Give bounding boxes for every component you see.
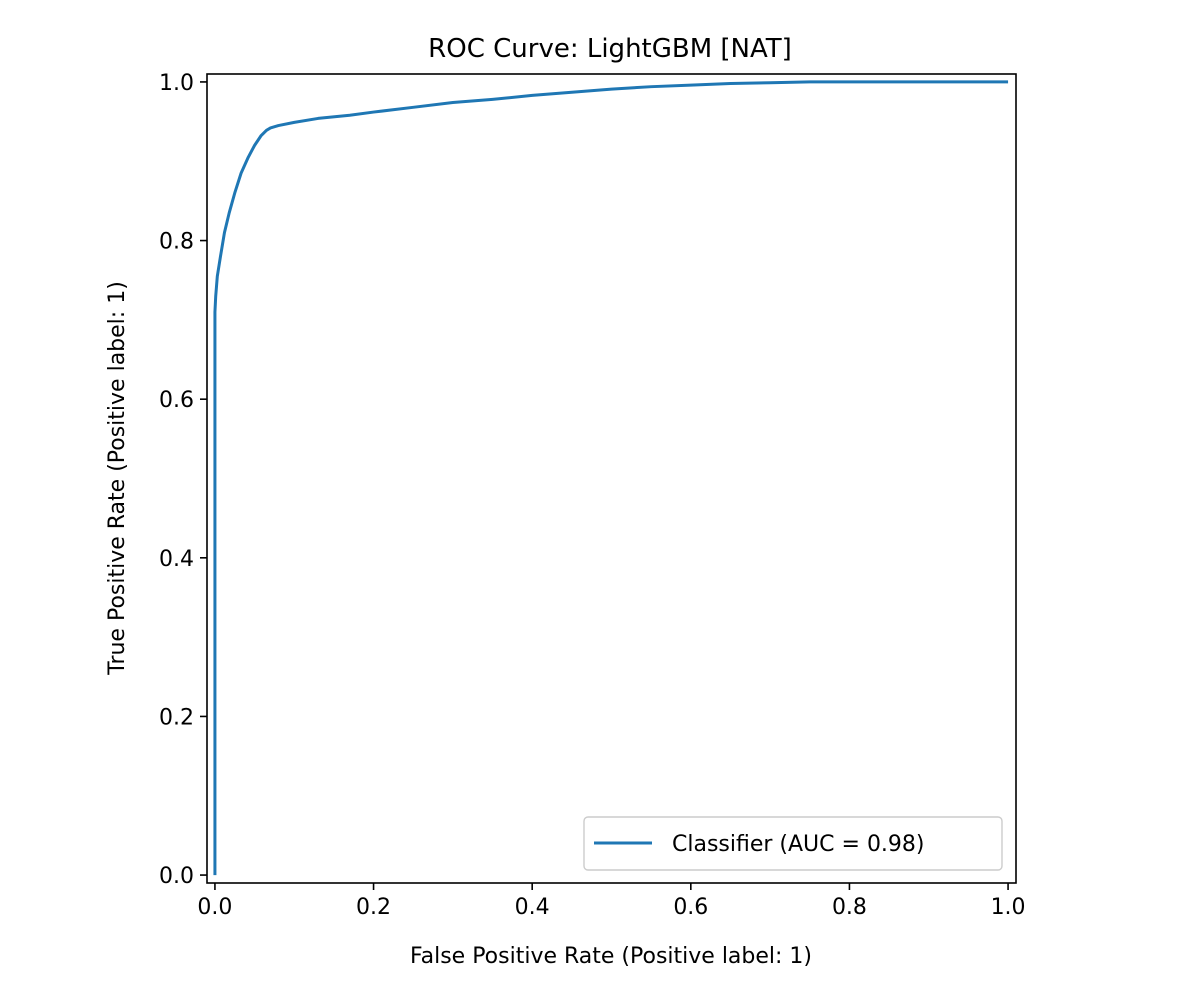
- legend: Classifier (AUC = 0.98): [583, 816, 1003, 871]
- x-axis-title: False Positive Rate (Positive label: 1): [410, 944, 812, 969]
- series-layer: [213, 80, 1009, 876]
- x-tick-label: 0.8: [832, 895, 867, 920]
- legend-box: [583, 816, 1003, 871]
- roc-curve-line: [213, 80, 1009, 876]
- y-tick-label: 1.0: [159, 71, 194, 96]
- x-tick-label: 0.0: [197, 895, 232, 920]
- x-tick-label: 0.4: [515, 895, 550, 920]
- y-tick-label: 0.4: [159, 547, 194, 572]
- x-tick-label: 1.0: [991, 895, 1026, 920]
- x-tick-label: 0.6: [673, 895, 708, 920]
- x-axis-ticks: 0.0 0.2 0.4 0.6 0.8 1.0: [197, 883, 1026, 920]
- y-axis-title: True Positive Rate (Positive label: 1): [105, 281, 130, 676]
- plot-frame: [206, 73, 1017, 884]
- y-axis-ticks: 0.0 0.2 0.4 0.6 0.8 1.0: [159, 71, 207, 889]
- y-tick-label: 0.8: [159, 230, 194, 255]
- y-tick-label: 0.6: [159, 388, 194, 413]
- y-tick-label: 0.0: [159, 864, 194, 889]
- y-tick-label: 0.2: [159, 705, 194, 730]
- x-tick-label: 0.2: [356, 895, 391, 920]
- chart-title: ROC Curve: LightGBM [NAT]: [428, 34, 792, 64]
- legend-label: Classifier (AUC = 0.98): [672, 832, 925, 857]
